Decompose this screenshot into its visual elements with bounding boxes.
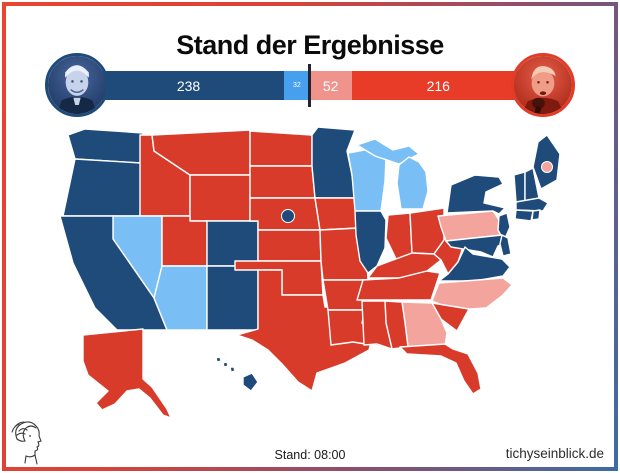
state-mi (396, 156, 429, 210)
state-ak (82, 328, 172, 419)
state-sd (249, 165, 316, 199)
rep-lean-votes-label: 52 (322, 77, 339, 94)
state-ks (257, 229, 322, 262)
bar-segment-rep-lean: 52 (309, 71, 352, 100)
state-hi2 (222, 361, 229, 368)
dem-votes-label: 238 (176, 77, 201, 94)
state-vt (513, 171, 526, 203)
state-fl (399, 343, 482, 395)
state-wy (189, 174, 251, 222)
biden-portrait-icon (48, 56, 106, 114)
biden-portrait (45, 53, 109, 117)
bar-segment-dem-lean: 32 (284, 71, 310, 100)
state-ny (446, 174, 506, 215)
state-ms (361, 300, 393, 350)
state-nj (497, 212, 511, 242)
us-map (59, 126, 561, 419)
bar-segment-rep: 216 (351, 71, 525, 100)
trump-portrait (511, 53, 575, 117)
district-dot-ne-2 (281, 209, 295, 223)
state-ma (515, 197, 549, 212)
state-hi3 (229, 366, 236, 373)
dem-lean-votes-label: 32 (293, 82, 301, 89)
state-wa (67, 128, 144, 164)
state-ut (161, 215, 208, 267)
state-de (499, 234, 512, 257)
state-nc (431, 277, 513, 311)
state-nd (249, 130, 313, 167)
state-mn (311, 126, 356, 199)
state-ct (514, 209, 534, 222)
state-miup (356, 138, 420, 165)
trump-portrait-icon (514, 56, 572, 114)
page-title: Stand der Ergebnisse (176, 30, 444, 61)
state-az (153, 265, 208, 331)
state-tn (356, 270, 441, 301)
district-dot-me-2 (541, 161, 553, 173)
bar-segment-dem: 238 (93, 71, 285, 100)
state-nm (206, 265, 259, 331)
state-tx (236, 269, 378, 392)
state-hi1 (215, 356, 222, 363)
state-ri (531, 209, 541, 221)
state-or (62, 158, 142, 217)
rep-votes-label: 216 (426, 77, 450, 94)
state-co (206, 220, 259, 267)
majority-divider-line (308, 64, 311, 107)
site-credit: tichyseinblick.de (505, 446, 604, 461)
state-hi4 (242, 372, 259, 392)
